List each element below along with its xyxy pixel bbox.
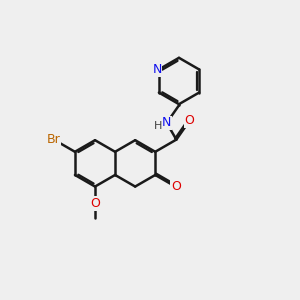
Text: O: O bbox=[185, 114, 195, 127]
Text: O: O bbox=[171, 180, 181, 194]
Text: N: N bbox=[162, 116, 171, 129]
Text: H: H bbox=[154, 122, 163, 131]
Text: O: O bbox=[90, 197, 100, 210]
Text: N: N bbox=[152, 63, 162, 76]
Text: Br: Br bbox=[47, 133, 61, 146]
